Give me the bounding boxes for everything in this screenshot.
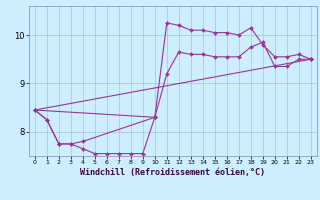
X-axis label: Windchill (Refroidissement éolien,°C): Windchill (Refroidissement éolien,°C) — [80, 168, 265, 177]
